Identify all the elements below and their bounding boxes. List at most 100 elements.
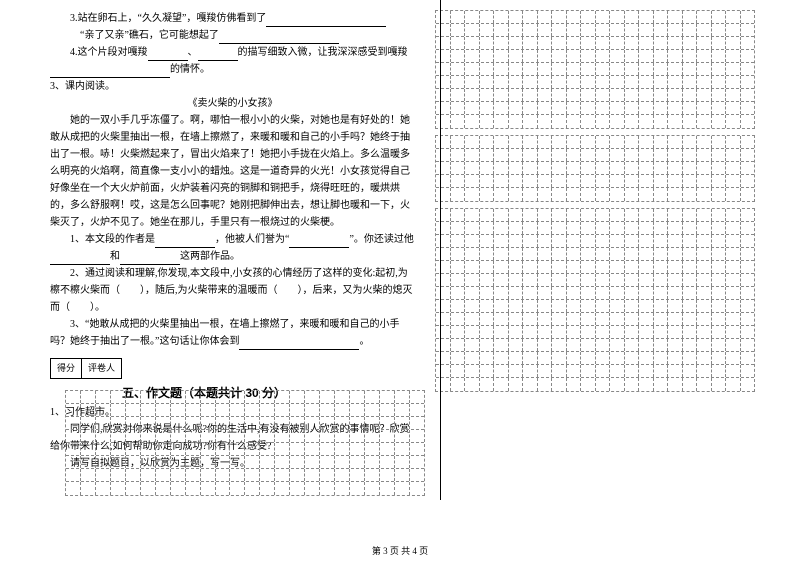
grid-cell xyxy=(245,469,260,481)
grid-cell xyxy=(509,339,524,351)
grid-cell xyxy=(552,63,567,75)
grid-row xyxy=(436,248,754,261)
grid-cell xyxy=(320,404,335,416)
grid-cell xyxy=(697,339,712,351)
grid-cell xyxy=(538,102,553,114)
grid-row xyxy=(436,209,754,222)
grid-cell xyxy=(639,339,654,351)
grid-cell xyxy=(726,37,741,49)
grid-cell xyxy=(230,417,245,429)
grid-cell xyxy=(350,391,365,403)
grid-cell xyxy=(494,352,509,364)
grid-cell xyxy=(552,365,567,377)
grid-cell xyxy=(552,287,567,299)
grid-cell xyxy=(494,313,509,325)
grid-cell xyxy=(245,391,260,403)
grid-cell xyxy=(581,149,596,161)
grid-cell xyxy=(741,162,755,174)
grid-cell xyxy=(465,378,480,391)
grid-cell xyxy=(365,443,380,455)
grid-cell xyxy=(66,417,81,429)
grid-row xyxy=(436,300,754,313)
page-footer: 第 3 页 共 4 页 xyxy=(0,544,800,557)
grid-cell xyxy=(320,456,335,468)
grid-cell xyxy=(201,469,216,481)
grid-cell xyxy=(625,11,640,23)
grid-cell xyxy=(683,50,698,62)
grid-cell xyxy=(66,404,81,416)
grid-cell xyxy=(538,352,553,364)
grid-cell xyxy=(741,89,755,101)
grid-cell xyxy=(81,443,96,455)
grid-cell xyxy=(639,175,654,187)
grid-cell xyxy=(668,188,683,201)
q3-line1: 3.站在卵石上，“久久凝望”，嘎羧仿佛看到了 xyxy=(50,10,415,27)
grid-cell xyxy=(451,222,466,234)
grid-cell xyxy=(126,417,141,429)
grid-cell xyxy=(509,149,524,161)
grid-cell xyxy=(523,365,538,377)
grid-cell xyxy=(567,261,582,273)
grid-cell xyxy=(350,482,365,495)
grid-cell xyxy=(552,300,567,312)
grid-cell xyxy=(96,456,111,468)
grid-cell xyxy=(96,417,111,429)
grid-row xyxy=(436,102,754,115)
grid-cell xyxy=(509,209,524,221)
grid-cell xyxy=(111,456,126,468)
grid-cell xyxy=(654,300,669,312)
grid-row xyxy=(436,326,754,339)
grid-cell xyxy=(494,274,509,286)
grid-cell xyxy=(610,287,625,299)
grid-cell xyxy=(436,209,451,221)
grid-cell xyxy=(245,456,260,468)
grid-cell xyxy=(81,469,96,481)
grid-cell xyxy=(451,149,466,161)
grid-cell xyxy=(436,339,451,351)
grid-cell xyxy=(581,63,596,75)
grid-cell xyxy=(683,222,698,234)
grid-cell xyxy=(538,50,553,62)
grid-cell xyxy=(494,37,509,49)
grid-cell xyxy=(683,188,698,201)
grid-cell xyxy=(395,404,410,416)
grid-cell xyxy=(581,188,596,201)
grid-cell xyxy=(683,313,698,325)
grid-cell xyxy=(451,261,466,273)
grid-cell xyxy=(697,76,712,88)
grid-cell xyxy=(395,417,410,429)
grid-cell xyxy=(610,326,625,338)
right-column xyxy=(435,10,755,472)
grid-cell xyxy=(494,89,509,101)
grid-cell xyxy=(126,430,141,442)
grid-cell xyxy=(480,149,495,161)
grid-cell xyxy=(654,136,669,148)
grid-cell xyxy=(380,430,395,442)
grid-cell xyxy=(741,248,755,260)
grid-cell xyxy=(81,482,96,495)
grid-cell xyxy=(305,443,320,455)
grid-cell xyxy=(567,175,582,187)
grid-cell xyxy=(741,209,755,221)
grid-cell xyxy=(275,482,290,495)
grid-cell xyxy=(581,209,596,221)
grid-cell xyxy=(639,209,654,221)
grid-cell xyxy=(509,136,524,148)
grid-cell xyxy=(465,339,480,351)
grid-cell xyxy=(625,235,640,247)
grid-cell xyxy=(654,248,669,260)
grid-row xyxy=(436,261,754,274)
grid-cell xyxy=(465,287,480,299)
grid-cell xyxy=(156,482,171,495)
grid-cell xyxy=(596,24,611,36)
section3-label: 3、课内阅读。 xyxy=(50,78,415,95)
grid-cell xyxy=(410,391,424,403)
grid-cell xyxy=(465,209,480,221)
grid-cell xyxy=(465,365,480,377)
grid-cell xyxy=(552,115,567,128)
grid-cell xyxy=(610,235,625,247)
grid-cell xyxy=(436,24,451,36)
grid-cell xyxy=(726,76,741,88)
grid-cell xyxy=(668,24,683,36)
grid-cell xyxy=(494,326,509,338)
